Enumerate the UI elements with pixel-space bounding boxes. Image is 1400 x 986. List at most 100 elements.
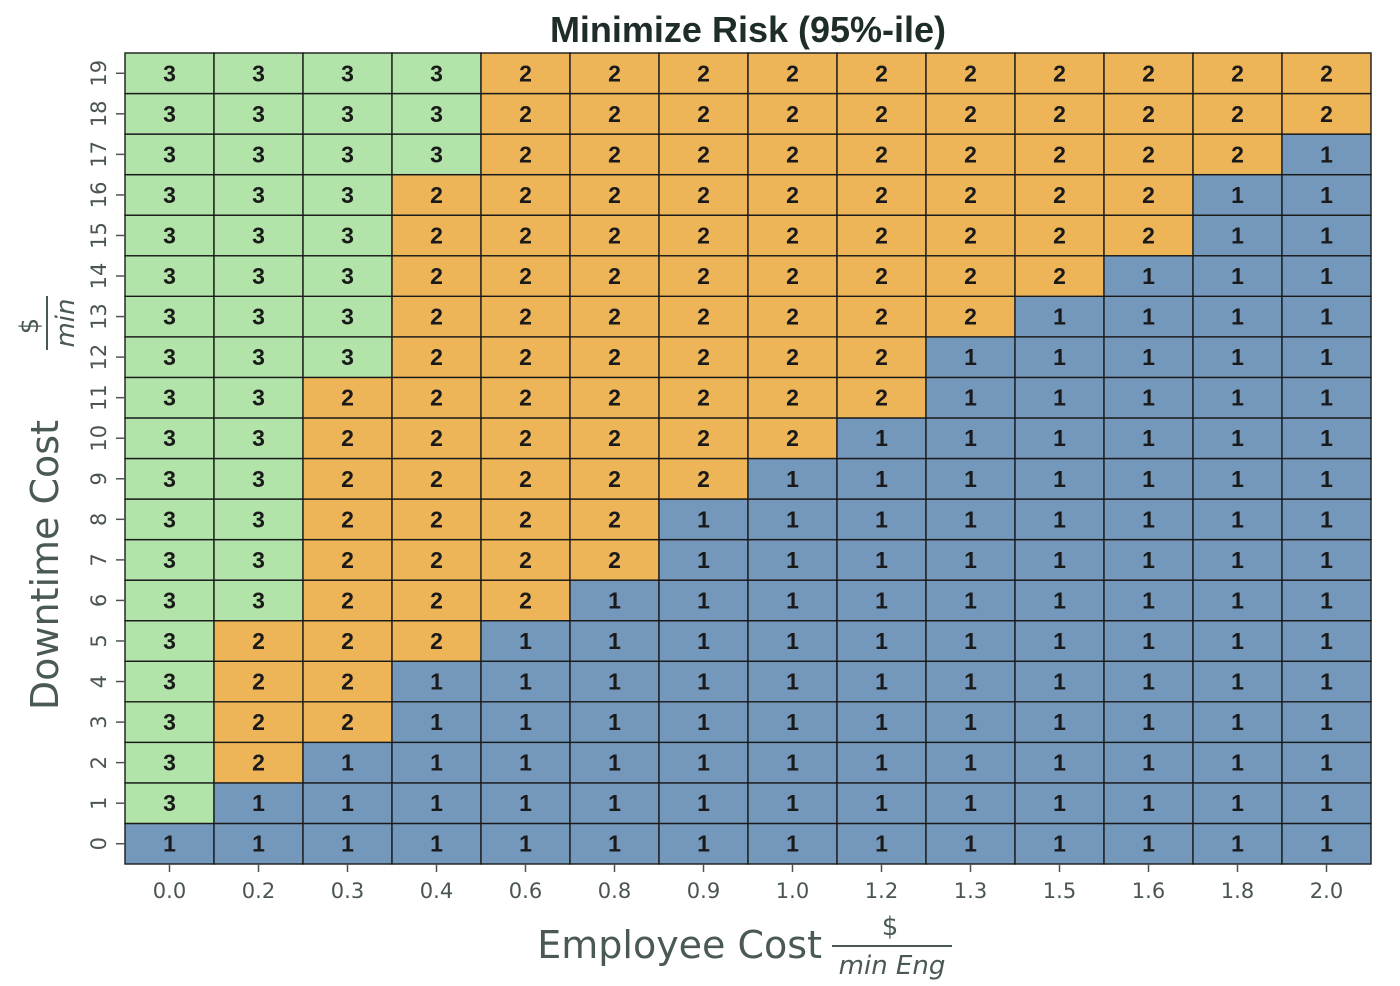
cell-value-label: 3 bbox=[163, 182, 176, 208]
heatmap-cell bbox=[925, 52, 1016, 95]
cell-value-label: 2 bbox=[608, 263, 621, 289]
heatmap-cell bbox=[1281, 336, 1372, 379]
cell-value-label: 2 bbox=[519, 222, 532, 248]
cell-value-label: 1 bbox=[697, 831, 710, 857]
heatmap-cell bbox=[302, 620, 393, 662]
y-tick-label: 19 bbox=[87, 60, 111, 87]
cell-value-label: 3 bbox=[252, 466, 265, 492]
heatmap-cell bbox=[1103, 457, 1194, 500]
heatmap-cell bbox=[302, 52, 393, 95]
cell-value-label: 2 bbox=[608, 182, 621, 208]
cell-value-label: 1 bbox=[430, 709, 443, 735]
cell-value-label: 1 bbox=[875, 831, 888, 857]
cell-value-label: 2 bbox=[608, 547, 621, 573]
cell-value-label: 2 bbox=[786, 222, 799, 248]
y-axis-label: Downtime Cost $ min bbox=[15, 296, 81, 710]
heatmap-cell bbox=[569, 457, 660, 500]
heatmap-cell bbox=[1014, 173, 1105, 216]
cell-value-label: 3 bbox=[252, 222, 265, 248]
cell-value-label: 2 bbox=[608, 101, 621, 127]
cell-value-label: 2 bbox=[697, 263, 710, 289]
cell-value-label: 1 bbox=[519, 669, 532, 695]
cell-value-label: 1 bbox=[252, 790, 265, 816]
cell-value-label: 1 bbox=[1231, 425, 1244, 451]
heatmap-cell bbox=[213, 214, 304, 257]
heatmap-cell bbox=[658, 538, 749, 581]
cell-value-label: 2 bbox=[430, 304, 443, 330]
cell-value-label: 1 bbox=[964, 547, 977, 573]
heatmap-cell bbox=[836, 498, 927, 541]
cell-value-label: 2 bbox=[964, 141, 977, 167]
heatmap-cell bbox=[1014, 457, 1105, 500]
heatmap-cell bbox=[1014, 295, 1105, 338]
heatmap-cell bbox=[747, 741, 838, 784]
heatmap-cell bbox=[925, 741, 1016, 784]
cell-value-label: 2 bbox=[964, 182, 977, 208]
cell-value-label: 3 bbox=[430, 141, 443, 167]
cell-value-label: 1 bbox=[1231, 587, 1244, 613]
cell-value-label: 1 bbox=[964, 506, 977, 532]
heatmap-cell bbox=[836, 52, 927, 95]
cell-value-label: 2 bbox=[697, 222, 710, 248]
cell-value-label: 1 bbox=[875, 587, 888, 613]
cell-value-label: 1 bbox=[1053, 750, 1066, 776]
heatmap-cell bbox=[1103, 92, 1194, 135]
cell-value-label: 2 bbox=[964, 222, 977, 248]
cell-value-label: 1 bbox=[1231, 263, 1244, 289]
cell-value-label: 1 bbox=[1320, 141, 1333, 167]
heatmap-cell bbox=[1103, 255, 1194, 297]
cell-value-label: 1 bbox=[1231, 466, 1244, 492]
cell-value-label: 1 bbox=[697, 709, 710, 735]
heatmap-cell bbox=[1192, 660, 1283, 703]
heatmap-cell bbox=[1281, 660, 1372, 703]
cell-value-label: 1 bbox=[1231, 547, 1244, 573]
cell-value-label: 2 bbox=[1142, 222, 1155, 248]
heatmap-cell bbox=[391, 255, 482, 297]
y-tick-label: 14 bbox=[87, 263, 111, 290]
cell-value-label: 3 bbox=[341, 182, 354, 208]
heatmap-cell bbox=[925, 336, 1016, 379]
heatmap-cell bbox=[391, 457, 482, 500]
cell-value-label: 2 bbox=[875, 101, 888, 127]
cell-value-label: 1 bbox=[964, 344, 977, 370]
heatmap-cell bbox=[1281, 52, 1372, 95]
cell-value-label: 1 bbox=[1320, 263, 1333, 289]
heatmap-cell bbox=[658, 376, 749, 419]
cell-value-label: 3 bbox=[341, 101, 354, 127]
cell-value-label: 2 bbox=[1231, 101, 1244, 127]
heatmap-cell bbox=[213, 782, 304, 825]
y-tick-label: 3 bbox=[87, 715, 111, 728]
cell-value-label: 3 bbox=[163, 547, 176, 573]
cell-value-label: 1 bbox=[697, 790, 710, 816]
heatmap-cell bbox=[1281, 498, 1372, 541]
cell-value-label: 2 bbox=[519, 101, 532, 127]
heatmap-cell bbox=[658, 782, 749, 825]
cell-value-label: 2 bbox=[786, 182, 799, 208]
cell-value-label: 2 bbox=[697, 425, 710, 451]
heatmap-cell bbox=[1281, 579, 1372, 622]
cell-value-label: 2 bbox=[430, 466, 443, 492]
heatmap-cell bbox=[569, 417, 660, 460]
cell-value-label: 1 bbox=[1142, 385, 1155, 411]
x-axis-label: Employee Cost $ min Eng bbox=[537, 912, 952, 981]
cell-value-label: 1 bbox=[786, 750, 799, 776]
cell-value-label: 1 bbox=[1320, 669, 1333, 695]
heatmap-cell bbox=[213, 579, 304, 622]
heatmap-cell bbox=[302, 660, 393, 703]
y-tick-label: 1 bbox=[87, 796, 111, 809]
heatmap-cell bbox=[658, 214, 749, 257]
cell-value-label: 2 bbox=[875, 263, 888, 289]
cell-value-label: 2 bbox=[430, 385, 443, 411]
heatmap-cell bbox=[480, 133, 571, 176]
heatmap-cell bbox=[1281, 255, 1372, 297]
cell-value-label: 2 bbox=[875, 182, 888, 208]
cell-value-label: 1 bbox=[1231, 709, 1244, 735]
heatmap-cell bbox=[569, 255, 660, 297]
cell-value-label: 2 bbox=[786, 141, 799, 167]
cell-value-label: 3 bbox=[163, 425, 176, 451]
cell-value-label: 2 bbox=[875, 222, 888, 248]
heatmap-cell bbox=[658, 295, 749, 338]
cell-value-label: 1 bbox=[1053, 344, 1066, 370]
y-tick-label: 17 bbox=[87, 141, 111, 168]
cell-value-label: 3 bbox=[252, 304, 265, 330]
